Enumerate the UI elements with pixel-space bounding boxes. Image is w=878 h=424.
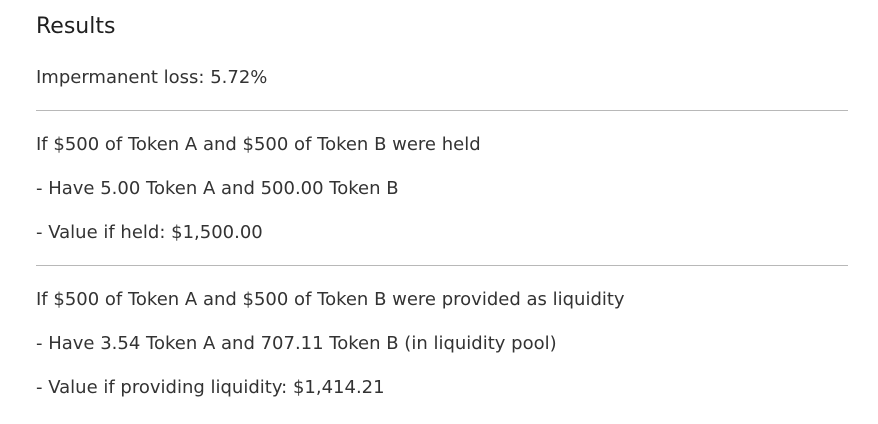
liquidity-token-amounts: - Have 3.54 Token A and 707.11 Token B (… [36, 333, 557, 354]
liquidity-value: - Value if providing liquidity: $1,414.2… [36, 377, 385, 398]
divider [36, 110, 848, 111]
liquidity-heading: If $500 of Token A and $500 of Token B w… [36, 289, 625, 310]
impermanent-loss-text: Impermanent loss: 5.72% [36, 67, 268, 88]
divider [36, 265, 848, 266]
held-token-amounts: - Have 5.00 Token A and 500.00 Token B [36, 178, 399, 199]
results-title: Results [36, 14, 116, 39]
held-value: - Value if held: $1,500.00 [36, 222, 263, 243]
held-heading: If $500 of Token A and $500 of Token B w… [36, 134, 481, 155]
